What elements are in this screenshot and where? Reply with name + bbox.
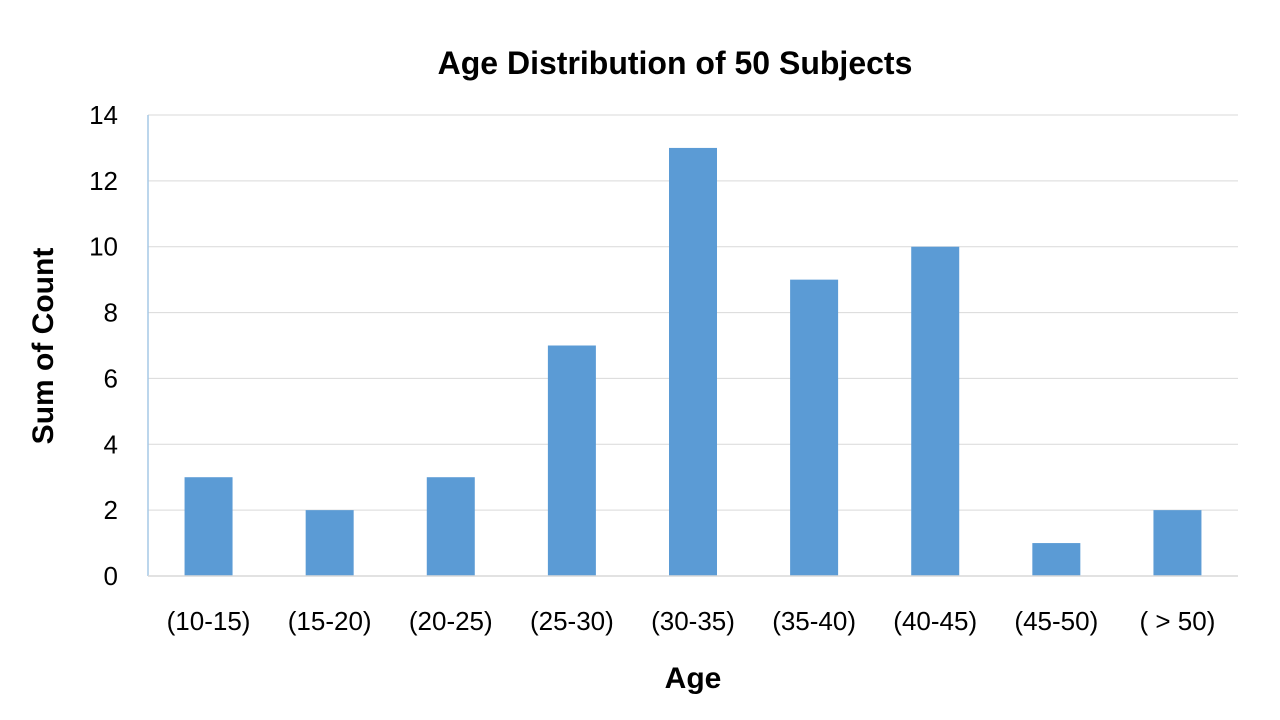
bar xyxy=(426,477,475,576)
y-axis-label: Sum of Count xyxy=(27,248,60,445)
y-tick-label: 10 xyxy=(89,232,118,262)
bar xyxy=(305,510,354,576)
y-tick-label: 4 xyxy=(104,429,118,459)
x-tick-label: (40-45) xyxy=(893,606,977,636)
x-tick-label: (20-25) xyxy=(409,606,493,636)
bars xyxy=(184,147,1202,576)
y-tick-label: 14 xyxy=(89,100,118,130)
x-tick-label: (45-50) xyxy=(1014,606,1098,636)
y-axis-ticks: 0 2 4 6 8 10 12 14 xyxy=(89,100,118,591)
x-tick-label: (10-15) xyxy=(167,606,251,636)
x-axis-label: Age xyxy=(665,662,722,695)
x-tick-label: (30-35) xyxy=(651,606,735,636)
bar xyxy=(184,477,233,576)
bar xyxy=(911,246,960,576)
bar xyxy=(1153,510,1202,576)
x-axis-ticks: (10-15) (15-20) (20-25) (25-30) (30-35) (35-4… xyxy=(167,606,1216,636)
y-tick-label: 0 xyxy=(104,561,118,591)
y-tick-label: 12 xyxy=(89,166,118,196)
chart-title: Age Distribution of 50 Subjects xyxy=(438,45,913,81)
bar xyxy=(1032,543,1081,576)
bar xyxy=(547,345,596,576)
bar xyxy=(790,279,839,576)
x-tick-label: (35-40) xyxy=(772,606,856,636)
bar xyxy=(669,147,717,576)
y-tick-label: 2 xyxy=(104,495,118,525)
y-tick-label: 6 xyxy=(104,363,118,393)
x-tick-label: ( > 50) xyxy=(1140,606,1216,636)
y-tick-label: 8 xyxy=(104,298,118,328)
x-tick-label: (25-30) xyxy=(530,606,614,636)
x-tick-label: (15-20) xyxy=(288,606,372,636)
